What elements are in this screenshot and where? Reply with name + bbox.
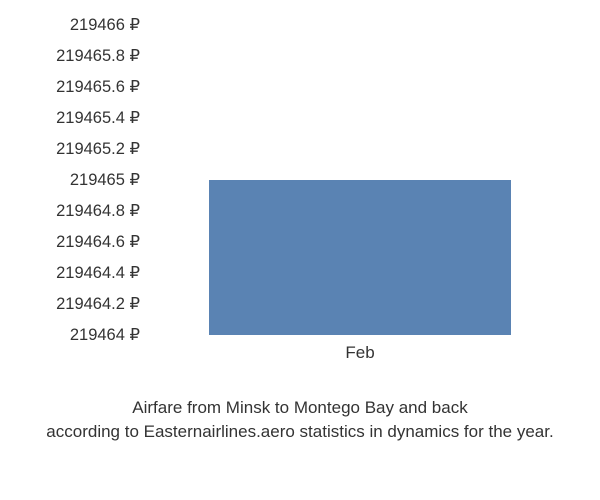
y-axis-tick: 219464.6 ₽ [56,234,140,251]
y-axis-tick: 219464.8 ₽ [56,203,140,220]
y-axis-tick: 219465.2 ₽ [56,141,140,158]
y-axis-tick: 219465.8 ₽ [56,48,140,65]
y-axis-tick: 219465.6 ₽ [56,79,140,96]
caption-line-2: according to Easternairlines.aero statis… [0,420,600,445]
bar [209,180,511,335]
y-axis-tick: 219466 ₽ [70,17,140,34]
y-axis: 219466 ₽219465.8 ₽219465.6 ₽219465.4 ₽21… [30,25,140,335]
y-axis-tick: 219465.4 ₽ [56,110,140,127]
y-axis-tick: 219465 ₽ [70,172,140,189]
y-axis-tick: 219464.4 ₽ [56,265,140,282]
caption-line-1: Airfare from Minsk to Montego Bay and ba… [0,396,600,421]
plot-area [150,25,570,335]
y-axis-tick: 219464.2 ₽ [56,296,140,313]
chart-caption: Airfare from Minsk to Montego Bay and ba… [0,396,600,445]
y-axis-tick: 219464 ₽ [70,327,140,344]
x-axis-tick: Feb [345,343,374,363]
airfare-chart: 219466 ₽219465.8 ₽219465.6 ₽219465.4 ₽21… [30,25,570,385]
